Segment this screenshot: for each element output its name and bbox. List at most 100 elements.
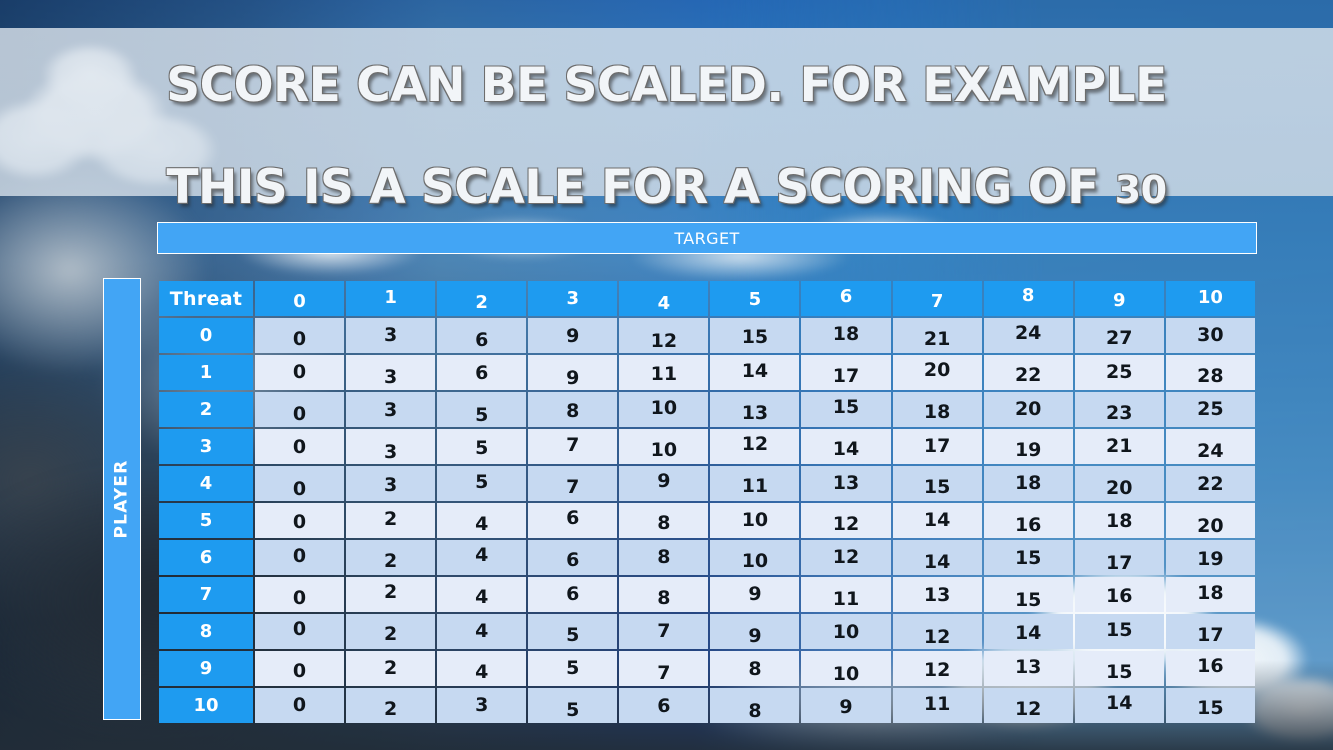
cell-r8-c4: 7 (619, 614, 709, 649)
row-header-1: 1 (159, 355, 253, 390)
cell-r3-c0: 0 (255, 429, 345, 464)
cell-r7-c0: 0 (255, 577, 345, 612)
table-row: 2 0 3 5 8 10 13 15 18 20 23 25 (159, 392, 1255, 427)
cell-r7-c4: 8 (619, 577, 709, 612)
cell-r10-c7: 11 (892, 688, 982, 723)
cell-r8-c0: 0 (255, 614, 345, 649)
cell-r9-c0: 0 (255, 651, 345, 686)
cell-r7-c7: 13 (892, 577, 982, 612)
matrix-header-row: Threat 0 1 2 3 4 5 6 7 8 9 10 (159, 281, 1255, 316)
column-header-6: 6 (801, 281, 891, 316)
cell-r6-c6: 12 (801, 540, 891, 575)
row-header-8: 8 (159, 614, 253, 649)
cell-r5-c9: 18 (1074, 503, 1164, 538)
table-row: 8 0 2 4 5 7 9 10 12 14 15 17 (159, 614, 1255, 649)
cell-r6-c0: 0 (255, 540, 345, 575)
cell-r9-c6: 10 (801, 651, 891, 686)
row-header-6: 6 (159, 540, 253, 575)
column-header-3: 3 (528, 281, 618, 316)
cell-r1-c6: 17 (801, 355, 891, 390)
matrix-header: Threat 0 1 2 3 4 5 6 7 8 9 10 (159, 281, 1255, 316)
cell-r4-c10: 22 (1165, 466, 1255, 501)
cell-r1-c8: 22 (983, 355, 1073, 390)
cell-r10-c8: 12 (983, 688, 1073, 723)
cell-r3-c2: 5 (437, 429, 527, 464)
table-row: 0 0 3 6 9 12 15 18 21 24 27 30 (159, 318, 1255, 353)
cell-r8-c1: 2 (346, 614, 436, 649)
cell-r6-c8: 15 (983, 540, 1073, 575)
cell-r9-c4: 7 (619, 651, 709, 686)
cell-r0-c3: 9 (528, 318, 618, 353)
cell-r4-c3: 7 (528, 466, 618, 501)
page-title: SCORE CAN BE SCALED. FOR EXAMPLE THIS IS… (146, 11, 1186, 214)
cell-r9-c5: 8 (710, 651, 800, 686)
cell-r9-c7: 12 (892, 651, 982, 686)
cell-r3-c4: 10 (619, 429, 709, 464)
cell-r7-c10: 18 (1165, 577, 1255, 612)
cell-r7-c8: 15 (983, 577, 1073, 612)
row-header-0: 0 (159, 318, 253, 353)
table-row: 1 0 3 6 9 11 14 17 20 22 25 28 (159, 355, 1255, 390)
column-header-9: 9 (1074, 281, 1164, 316)
cell-r2-c9: 23 (1074, 392, 1164, 427)
cell-r7-c6: 11 (801, 577, 891, 612)
cell-r3-c7: 17 (892, 429, 982, 464)
cell-r10-c2: 3 (437, 688, 527, 723)
row-header-4: 4 (159, 466, 253, 501)
row-header-5: 5 (159, 503, 253, 538)
cell-r2-c6: 15 (801, 392, 891, 427)
cell-r4-c0: 0 (255, 466, 345, 501)
threat-corner-header: Threat (159, 281, 253, 316)
cell-r5-c8: 16 (983, 503, 1073, 538)
title-line-2: THIS IS A SCALE FOR A SCORING OF (166, 159, 1115, 215)
cell-r10-c0: 0 (255, 688, 345, 723)
cell-r2-c2: 5 (437, 392, 527, 427)
cell-r8-c8: 14 (983, 614, 1073, 649)
cell-r0-c5: 15 (710, 318, 800, 353)
cell-r4-c2: 5 (437, 466, 527, 501)
matrix-body: 0 0 3 6 9 12 15 18 21 24 27 30 1 0 3 6 9 11 14 17 20 22 25 28 2 0… (159, 318, 1255, 723)
cell-r0-c7: 21 (892, 318, 982, 353)
cell-r0-c9: 27 (1074, 318, 1164, 353)
cell-r9-c8: 13 (983, 651, 1073, 686)
cell-r5-c1: 2 (346, 503, 436, 538)
row-header-2: 2 (159, 392, 253, 427)
player-axis-label-text: PLAYER (112, 459, 133, 539)
cell-r0-c0: 0 (255, 318, 345, 353)
cell-r10-c1: 2 (346, 688, 436, 723)
cell-r3-c3: 7 (528, 429, 618, 464)
cell-r1-c4: 11 (619, 355, 709, 390)
cell-r8-c9: 15 (1074, 614, 1164, 649)
cell-r0-c4: 12 (619, 318, 709, 353)
row-header-10: 10 (159, 688, 253, 723)
cell-r6-c10: 19 (1165, 540, 1255, 575)
cell-r10-c9: 14 (1074, 688, 1164, 723)
cell-r10-c4: 6 (619, 688, 709, 723)
row-header-7: 7 (159, 577, 253, 612)
column-header-0: 0 (255, 281, 345, 316)
cell-r3-c10: 24 (1165, 429, 1255, 464)
cell-r9-c9: 15 (1074, 651, 1164, 686)
cell-r1-c7: 20 (892, 355, 982, 390)
column-header-1: 1 (346, 281, 436, 316)
cell-r8-c5: 9 (710, 614, 800, 649)
column-header-2: 2 (437, 281, 527, 316)
table-row: 5 0 2 4 6 8 10 12 14 16 18 20 (159, 503, 1255, 538)
cell-r5-c2: 4 (437, 503, 527, 538)
cell-r2-c3: 8 (528, 392, 618, 427)
cell-r5-c6: 12 (801, 503, 891, 538)
cell-r5-c0: 0 (255, 503, 345, 538)
table-row: 10 0 2 3 5 6 8 9 11 12 14 15 (159, 688, 1255, 723)
cell-r2-c7: 18 (892, 392, 982, 427)
cell-r4-c4: 9 (619, 466, 709, 501)
cell-r8-c3: 5 (528, 614, 618, 649)
score-matrix-table: Threat 0 1 2 3 4 5 6 7 8 9 10 0 0 3 6 9 12 15 1… (157, 279, 1257, 725)
column-header-10: 10 (1165, 281, 1255, 316)
cell-r4-c1: 3 (346, 466, 436, 501)
column-header-7: 7 (892, 281, 982, 316)
title-line-1: SCORE CAN BE SCALED. FOR EXAMPLE (166, 58, 1167, 114)
cell-r6-c4: 8 (619, 540, 709, 575)
cell-r3-c9: 21 (1074, 429, 1164, 464)
cell-r9-c3: 5 (528, 651, 618, 686)
